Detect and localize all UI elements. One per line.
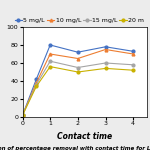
5 mg/L — [35, 78, 37, 80]
20 m — [132, 69, 134, 71]
Line: 5 mg/L: 5 mg/L — [21, 44, 135, 117]
X-axis label: Contact time: Contact time — [57, 132, 112, 141]
10 mg/L — [22, 114, 23, 116]
5 mg/L — [77, 51, 79, 53]
20 m — [22, 114, 23, 116]
Legend: 5 mg/L, 10 mg/L, 15 mg/L, 20 m: 5 mg/L, 10 mg/L, 15 mg/L, 20 m — [15, 18, 144, 23]
15 mg/L — [35, 84, 37, 85]
5 mg/L — [132, 50, 134, 52]
10 mg/L — [35, 82, 37, 84]
10 mg/L — [77, 58, 79, 59]
5 mg/L — [105, 46, 106, 48]
Line: 20 m: 20 m — [21, 65, 135, 117]
5 mg/L — [49, 44, 51, 46]
10 mg/L — [105, 49, 106, 50]
Text: ion of percentage removal with contact time for LG: ion of percentage removal with contact t… — [0, 146, 150, 150]
15 mg/L — [132, 64, 134, 66]
15 mg/L — [77, 67, 79, 68]
10 mg/L — [49, 53, 51, 55]
15 mg/L — [105, 62, 106, 64]
5 mg/L — [22, 114, 23, 116]
10 mg/L — [132, 53, 134, 55]
Line: 10 mg/L: 10 mg/L — [21, 48, 135, 117]
20 m — [35, 85, 37, 87]
20 m — [105, 68, 106, 69]
20 m — [77, 71, 79, 73]
20 m — [49, 66, 51, 68]
Line: 15 mg/L: 15 mg/L — [21, 60, 135, 117]
15 mg/L — [22, 114, 23, 116]
15 mg/L — [49, 60, 51, 62]
